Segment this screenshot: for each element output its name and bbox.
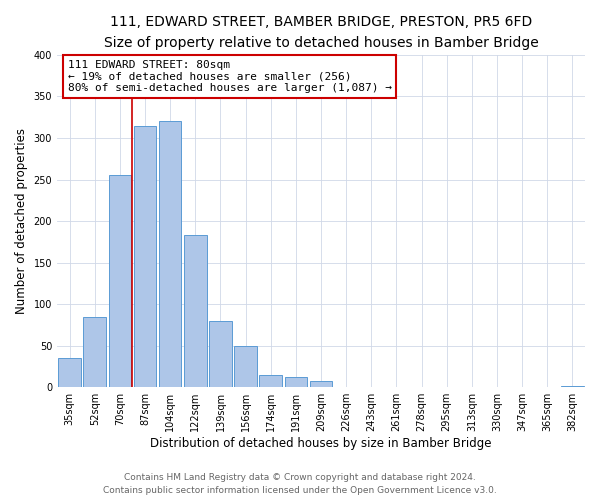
Bar bbox=[284, 377, 307, 387]
Bar bbox=[109, 176, 131, 387]
Bar bbox=[209, 321, 232, 387]
Bar bbox=[134, 126, 157, 387]
Bar bbox=[259, 374, 282, 387]
X-axis label: Distribution of detached houses by size in Bamber Bridge: Distribution of detached houses by size … bbox=[150, 437, 492, 450]
Bar bbox=[561, 386, 584, 387]
Bar bbox=[234, 346, 257, 387]
Bar bbox=[184, 235, 206, 387]
Y-axis label: Number of detached properties: Number of detached properties bbox=[15, 128, 28, 314]
Title: 111, EDWARD STREET, BAMBER BRIDGE, PRESTON, PR5 6FD
Size of property relative to: 111, EDWARD STREET, BAMBER BRIDGE, PREST… bbox=[104, 15, 538, 50]
Bar bbox=[83, 316, 106, 387]
Bar bbox=[58, 358, 81, 387]
Text: 111 EDWARD STREET: 80sqm
← 19% of detached houses are smaller (256)
80% of semi-: 111 EDWARD STREET: 80sqm ← 19% of detach… bbox=[68, 60, 392, 93]
Text: Contains HM Land Registry data © Crown copyright and database right 2024.
Contai: Contains HM Land Registry data © Crown c… bbox=[103, 474, 497, 495]
Bar bbox=[159, 122, 181, 387]
Bar bbox=[310, 380, 332, 387]
